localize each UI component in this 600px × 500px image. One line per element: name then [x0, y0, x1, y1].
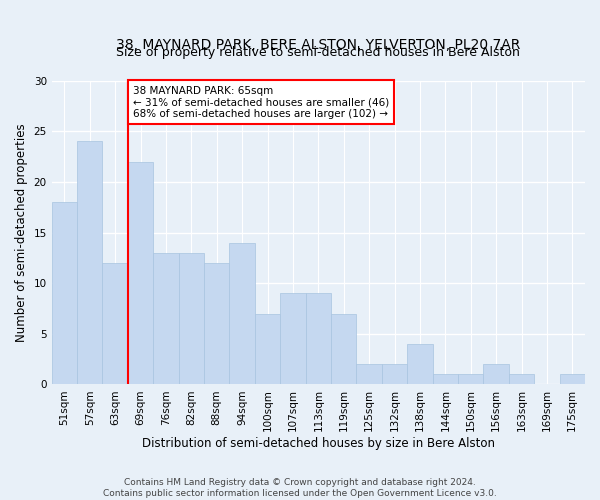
Title: Size of property relative to semi-detached houses in Bere Alston: Size of property relative to semi-detach…	[116, 46, 520, 59]
Bar	[280, 294, 305, 384]
Bar	[229, 242, 255, 384]
Bar	[52, 202, 77, 384]
Bar	[382, 364, 407, 384]
Bar	[305, 294, 331, 384]
Text: Contains HM Land Registry data © Crown copyright and database right 2024.
Contai: Contains HM Land Registry data © Crown c…	[103, 478, 497, 498]
Bar	[255, 314, 280, 384]
Bar	[433, 374, 458, 384]
Bar	[128, 162, 153, 384]
Bar	[204, 263, 229, 384]
Text: 38, MAYNARD PARK, BERE ALSTON, YELVERTON, PL20 7AR: 38, MAYNARD PARK, BERE ALSTON, YELVERTON…	[116, 38, 521, 52]
Bar	[356, 364, 382, 384]
Bar	[560, 374, 585, 384]
Bar	[103, 263, 128, 384]
Bar	[458, 374, 484, 384]
Bar	[484, 364, 509, 384]
Bar	[509, 374, 534, 384]
X-axis label: Distribution of semi-detached houses by size in Bere Alston: Distribution of semi-detached houses by …	[142, 437, 495, 450]
Bar	[407, 344, 433, 385]
Bar	[179, 253, 204, 384]
Bar	[77, 142, 103, 384]
Bar	[153, 253, 179, 384]
Text: 38 MAYNARD PARK: 65sqm
← 31% of semi-detached houses are smaller (46)
68% of sem: 38 MAYNARD PARK: 65sqm ← 31% of semi-det…	[133, 86, 389, 119]
Bar	[331, 314, 356, 384]
Y-axis label: Number of semi-detached properties: Number of semi-detached properties	[15, 123, 28, 342]
